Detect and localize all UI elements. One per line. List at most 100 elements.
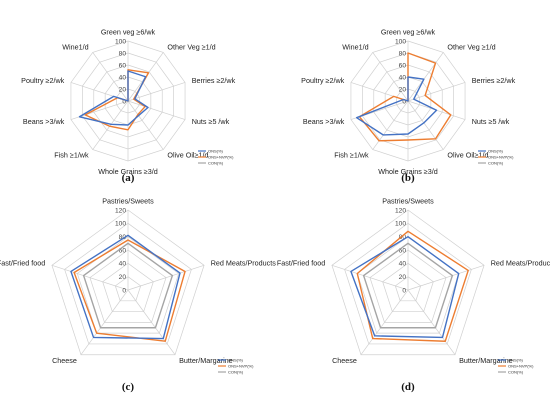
series-line-ons-nvp — [356, 230, 469, 342]
category-label-red-meats-products: Red Meats/Products — [211, 259, 277, 268]
grid-ring — [89, 249, 167, 323]
axis-spoke — [407, 52, 444, 102]
legend-label-ons-nvp: ONS+NVP(%) — [508, 364, 534, 369]
tick-label: 20 — [119, 86, 127, 93]
tick-label: 80 — [399, 50, 407, 57]
category-label-fish-1-wk: Fish ≥1/wk — [54, 151, 89, 160]
tick-label: 20 — [119, 274, 127, 281]
category-label-olive-oil-1-d: Olive Oil≥1/d — [167, 151, 208, 160]
category-label-whole-grains-3-d: Whole Grains ≥3/d — [98, 167, 157, 176]
tick-label: 120 — [115, 207, 126, 214]
series-line-con — [82, 242, 174, 329]
category-label-butter-margarine: Butter/Margarine — [179, 356, 233, 365]
legend-label-con: CON(%) — [508, 370, 524, 375]
tick-label: 20 — [399, 86, 407, 93]
tick-label: 80 — [119, 50, 127, 57]
tick-label: 60 — [399, 247, 407, 254]
legend-label-ons: ONS(%) — [488, 149, 504, 154]
category-label-pastries-sweets: Pastries/Sweets — [382, 197, 434, 206]
category-label-poultry-2-wk: Poultry ≥2/wk — [301, 76, 344, 85]
category-label-fish-1-wk: Fish ≥1/wk — [334, 151, 369, 160]
category-label-wine1-d: Wine1/d — [62, 42, 88, 51]
panel-caption: (d) — [401, 381, 415, 393]
category-label-whole-grains-3-d: Whole Grains ≥3/d — [378, 167, 437, 176]
category-label-other-veg-1-d: Other Veg ≥1/d — [447, 42, 495, 51]
category-label-fast-fried-food: Fast/Fried food — [277, 259, 325, 268]
series-line-con — [362, 242, 454, 329]
category-label-cheese: Cheese — [332, 356, 357, 365]
category-label-beans-3-wk: Beans >3/wk — [303, 117, 345, 126]
tick-label: 60 — [399, 62, 407, 69]
tick-label: 0 — [402, 287, 406, 294]
tick-label: 40 — [119, 74, 127, 81]
category-label-berries-2-wk: Berries ≥2/wk — [192, 76, 236, 85]
grid-ring — [51, 209, 205, 356]
tick-label: 40 — [119, 261, 127, 268]
tick-label: 60 — [119, 247, 127, 254]
tick-label: 0 — [122, 287, 126, 294]
legend-label-con: CON(%) — [488, 161, 504, 166]
legend-label-con: CON(%) — [228, 370, 244, 375]
axis-spoke — [127, 100, 164, 150]
grid-ring — [102, 262, 154, 312]
axis-spoke — [360, 289, 409, 355]
axis-spoke — [372, 52, 409, 102]
tick-label: 120 — [395, 207, 406, 214]
tick-label: 60 — [119, 62, 127, 69]
category-label-wine1-d: Wine1/d — [342, 42, 368, 51]
tick-label: 100 — [395, 221, 406, 228]
axis-spoke — [407, 264, 485, 291]
tick-label: 0 — [122, 98, 126, 105]
grid-ring — [76, 236, 180, 334]
category-label-nuts-5-wk: Nuts ≥5 /wk — [192, 117, 230, 126]
tick-label: 100 — [395, 38, 406, 45]
category-label-berries-2-wk: Berries ≥2/wk — [472, 76, 516, 85]
series-line-ons — [350, 235, 460, 339]
legend-label-ons: ONS(%) — [228, 358, 244, 363]
axis-spoke — [92, 100, 129, 150]
tick-label: 0 — [402, 98, 406, 105]
category-label-green-veg-6-wk: Green veg ≥6/wk — [381, 28, 436, 37]
grid-ring — [382, 262, 434, 312]
category-label-poultry-2-wk: Poultry ≥2/wk — [21, 76, 64, 85]
category-label-pastries-sweets: Pastries/Sweets — [102, 197, 154, 206]
tick-label: 100 — [115, 221, 126, 228]
panel-caption: (b) — [401, 172, 415, 184]
grid-ring — [331, 209, 485, 356]
tick-label: 40 — [399, 74, 407, 81]
tick-label: 20 — [399, 274, 407, 281]
axis-spoke — [372, 100, 409, 150]
grid-ring — [394, 276, 422, 302]
legend-label-con: CON(%) — [208, 161, 224, 166]
panel-caption: (a) — [122, 172, 135, 184]
axis-spoke — [127, 100, 186, 120]
category-label-olive-oil-1-d: Olive Oil≥1/d — [447, 151, 488, 160]
series-line-ons — [70, 234, 181, 340]
tick-label: 80 — [399, 234, 407, 241]
legend-label-ons: ONS(%) — [508, 358, 524, 363]
axis-spoke — [407, 82, 466, 102]
axis-spoke — [407, 289, 456, 355]
axis-spoke — [51, 264, 129, 291]
tick-label: 100 — [115, 38, 126, 45]
grid-ring — [64, 222, 192, 345]
legend-label-ons-nvp: ONS+NVP(%) — [208, 155, 234, 160]
panel-caption: (c) — [122, 381, 135, 393]
category-label-red-meats-products: Red Meats/Products — [491, 259, 550, 268]
axis-spoke — [331, 264, 409, 291]
legend-label-ons-nvp: ONS+NVP(%) — [228, 364, 254, 369]
tick-label: 40 — [399, 261, 407, 268]
axis-spoke — [127, 264, 205, 291]
series-line-ons-nvp — [73, 239, 186, 342]
axis-spoke — [92, 52, 129, 102]
grid-ring — [369, 249, 447, 323]
axis-spoke — [407, 100, 444, 150]
category-label-beans-3-wk: Beans >3/wk — [23, 117, 65, 126]
category-label-fast-fried-food: Fast/Fried food — [0, 259, 45, 268]
grid-ring — [114, 276, 142, 302]
category-label-butter-margarine: Butter/Margarine — [459, 356, 513, 365]
